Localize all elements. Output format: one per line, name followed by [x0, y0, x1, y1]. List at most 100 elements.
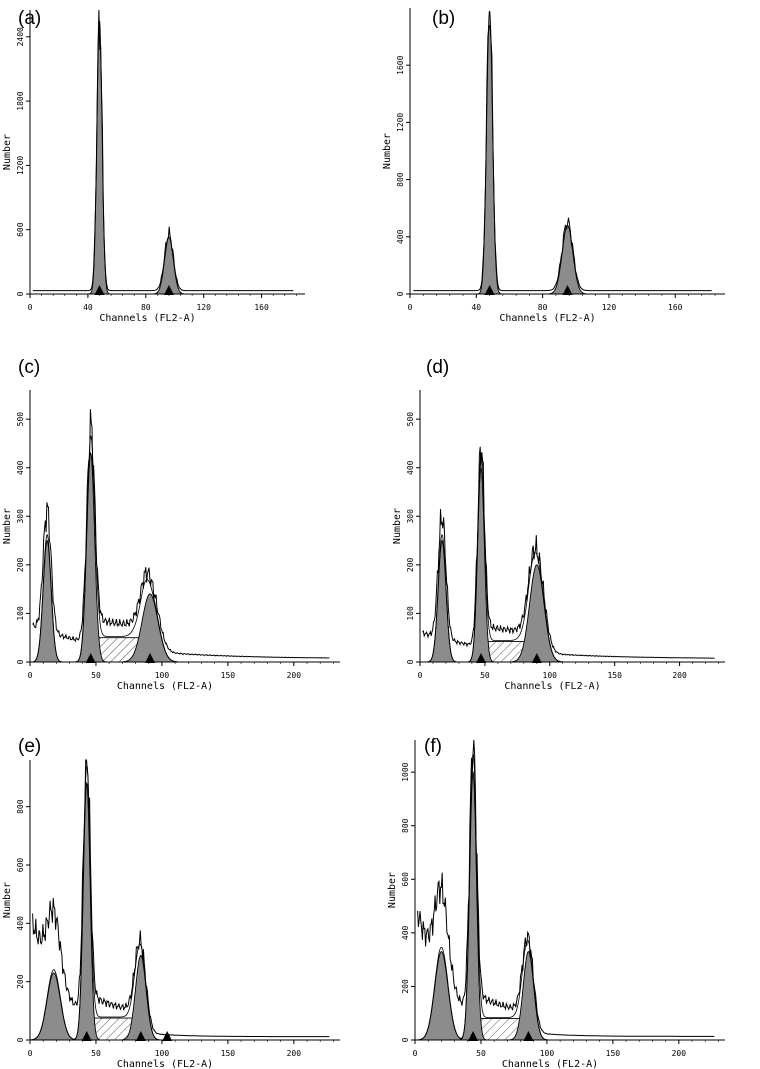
peak-marker: [468, 1031, 479, 1041]
x-tick-label: 200: [672, 671, 687, 680]
x-tick-label: 120: [602, 303, 617, 312]
y-axis-label: Number: [2, 134, 13, 170]
y-tick-label: 0: [401, 1037, 410, 1042]
y-tick-label: 600: [16, 222, 25, 237]
y-tick-label: 300: [406, 509, 415, 524]
y-tick-label: 500: [16, 412, 25, 427]
y-tick-label: 1000: [401, 762, 410, 781]
x-axis-label: Channels (FL2-A): [99, 313, 195, 324]
x-tick-label: 100: [543, 671, 558, 680]
y-tick-label: 200: [16, 974, 25, 989]
peak-marker: [476, 653, 486, 663]
y-tick-label: 200: [16, 557, 25, 572]
x-axis-label: Channels (FL2-A): [502, 1059, 598, 1069]
peak-marker: [162, 1031, 173, 1041]
x-axis-label: Channels (FL2-A): [504, 681, 600, 692]
x-tick-label: 50: [480, 671, 490, 680]
series-g0-g1: [74, 452, 107, 663]
peak-marker: [135, 1031, 146, 1041]
y-tick-label: 300: [16, 509, 25, 524]
x-tick-label: 150: [221, 671, 236, 680]
panel-label: (e): [18, 736, 41, 757]
peak-marker: [531, 653, 542, 663]
peak-marker: [163, 285, 174, 295]
peak-marker: [81, 1031, 92, 1041]
y-tick-label: 1600: [396, 55, 405, 74]
y-tick-label: 1200: [16, 156, 25, 175]
peak-marker: [562, 285, 573, 295]
x-tick-label: 0: [408, 303, 413, 312]
series-fit: [33, 764, 261, 1041]
y-tick-label: 500: [406, 412, 415, 427]
x-tick-label: 50: [91, 671, 101, 680]
peak-marker: [145, 653, 156, 663]
y-tick-label: 400: [406, 460, 415, 475]
x-tick-label: 150: [606, 1049, 621, 1058]
y-axis-label: Number: [392, 508, 403, 544]
x-tick-label: 100: [155, 671, 170, 680]
y-tick-label: 100: [406, 606, 415, 621]
y-tick-label: 200: [401, 979, 410, 994]
x-axis-label: Channels (FL2-A): [117, 681, 213, 692]
x-tick-label: 40: [471, 303, 481, 312]
y-tick-label: 200: [406, 557, 415, 572]
x-tick-label: 0: [28, 671, 33, 680]
y-tick-label: 100: [16, 606, 25, 621]
x-tick-label: 150: [221, 1049, 236, 1058]
series-g2-m: [546, 224, 589, 295]
x-tick-label: 0: [28, 1049, 33, 1058]
y-tick-label: 400: [396, 229, 405, 244]
x-tick-label: 200: [287, 671, 302, 680]
panel-c: (c) 0 50 100 150 200 0 100 200 300 400 500 Channels …: [2, 357, 340, 692]
series-raw-histogram: [413, 24, 712, 292]
panel-label: (c): [18, 357, 40, 378]
y-axis-label: Number: [2, 882, 13, 918]
x-tick-label: 40: [83, 303, 93, 312]
series-sub-g1: [29, 972, 81, 1041]
series-g0-g1: [458, 770, 487, 1041]
x-tick-label: 80: [538, 303, 548, 312]
x-tick-label: 120: [196, 303, 211, 312]
panel-label: (b): [432, 8, 455, 29]
y-tick-label: 400: [16, 460, 25, 475]
y-tick-label: 800: [401, 818, 410, 833]
x-tick-label: 100: [155, 1049, 170, 1058]
y-tick-label: 0: [16, 1037, 25, 1042]
panel-label: (d): [426, 357, 449, 378]
series-g0-g1: [477, 10, 502, 295]
panel-e: (e) 0 50 100 150 200 0 200 400 600 800 Channels (FL…: [2, 736, 340, 1069]
y-tick-label: 800: [16, 799, 25, 814]
y-tick-label: 600: [16, 858, 25, 873]
series-g0-g1: [467, 466, 495, 663]
panel-d: (d) 0 50 100 150 200 0 100 200 300 400 500 Channels …: [392, 357, 725, 692]
y-tick-label: 600: [401, 872, 410, 887]
x-axis-label: Channels (FL2-A): [499, 313, 595, 324]
y-tick-label: 1200: [396, 113, 405, 132]
peak-marker: [484, 285, 495, 295]
y-axis-label: Number: [382, 133, 393, 169]
series-sub-g1: [31, 540, 64, 663]
peak-marker: [523, 1031, 534, 1041]
x-tick-label: 200: [672, 1049, 687, 1058]
x-tick-label: 50: [476, 1049, 486, 1058]
x-tick-label: 80: [141, 303, 151, 312]
y-tick-label: 0: [396, 291, 405, 296]
y-tick-label: 2400: [16, 27, 25, 46]
series-raw-histogram: [32, 9, 294, 292]
panel-f: (f) 0 50 100 150 200 0 200 400 600 800 1000 Channels…: [387, 736, 725, 1069]
x-tick-label: 160: [254, 303, 269, 312]
y-tick-label: 1800: [16, 91, 25, 110]
x-tick-label: 100: [540, 1049, 555, 1058]
peak-marker: [85, 653, 96, 663]
y-tick-label: 0: [16, 659, 25, 664]
x-tick-label: 150: [607, 671, 622, 680]
y-tick-label: 800: [396, 172, 405, 187]
y-tick-label: 0: [406, 659, 415, 664]
series-sub-g1: [426, 540, 458, 663]
series-raw-histogram: [422, 446, 715, 659]
series-raw-histogram: [32, 759, 330, 1038]
series-raw-histogram: [417, 739, 715, 1037]
y-axis-label: Number: [387, 872, 398, 908]
